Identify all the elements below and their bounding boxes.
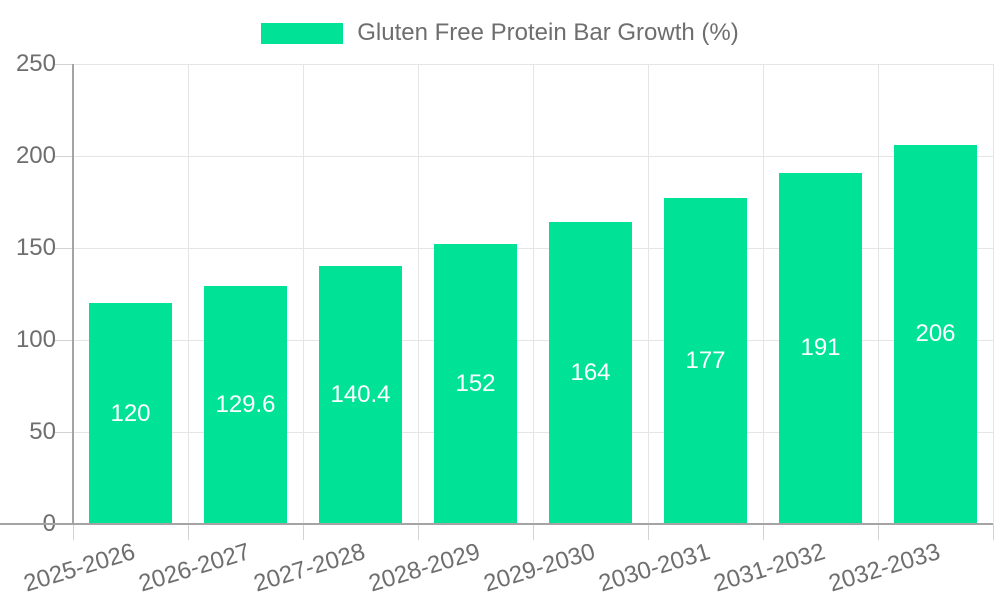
legend[interactable]: Gluten Free Protein Bar Growth (%) xyxy=(0,21,1000,45)
bar-value-label: 120 xyxy=(110,399,151,427)
bar-2028-2029[interactable] xyxy=(434,244,517,523)
bar-value-label: 140.4 xyxy=(330,380,391,408)
bar-2029-2030[interactable] xyxy=(549,222,632,523)
bar-2030-2031[interactable] xyxy=(664,198,747,523)
x-axis-line xyxy=(0,523,993,525)
y-axis-tick xyxy=(55,339,73,341)
x-axis-tick xyxy=(302,524,304,540)
gridline-vertical xyxy=(417,64,419,524)
bar-value-label: 177 xyxy=(685,347,726,375)
bar-2027-2028[interactable] xyxy=(319,265,402,523)
bar-2026-2027[interactable] xyxy=(204,285,287,523)
x-axis-tick xyxy=(187,524,189,540)
y-axis-tick-label: 250 xyxy=(15,50,56,77)
bar-2032-2033[interactable] xyxy=(894,144,977,523)
x-axis-tick xyxy=(647,524,649,540)
gridline-vertical xyxy=(762,64,764,524)
x-axis-tick xyxy=(877,524,879,540)
y-axis-tick xyxy=(55,63,73,65)
gridline-vertical xyxy=(992,64,994,524)
gridline-vertical xyxy=(532,64,534,524)
y-axis-line xyxy=(72,64,74,524)
y-axis-tick-label: 150 xyxy=(15,234,56,261)
gridline-vertical xyxy=(877,64,879,524)
x-axis-tick xyxy=(762,524,764,540)
y-axis-tick-label: 100 xyxy=(15,326,56,353)
bar-2031-2032[interactable] xyxy=(779,172,862,523)
y-axis-tick-label: 200 xyxy=(15,142,56,169)
bar-value-label: 206 xyxy=(915,320,956,348)
y-axis-tick xyxy=(55,431,73,433)
bar-value-label: 152 xyxy=(455,370,496,398)
x-axis-tick xyxy=(72,524,74,540)
gridline-vertical xyxy=(187,64,189,524)
bar-value-label: 191 xyxy=(800,334,841,362)
gridline-vertical xyxy=(647,64,649,524)
x-axis-tick xyxy=(992,524,994,540)
gridline-vertical xyxy=(302,64,304,524)
bar-value-label: 164 xyxy=(570,359,611,387)
x-axis-tick xyxy=(417,524,419,540)
x-axis-tick xyxy=(532,524,534,540)
legend-swatch xyxy=(261,22,344,44)
y-axis-tick xyxy=(55,155,73,157)
bar-value-label: 129.6 xyxy=(215,390,276,418)
y-axis-tick-label: 50 xyxy=(29,418,56,445)
bar-2025-2026[interactable] xyxy=(89,303,172,523)
legend-label: Gluten Free Protein Bar Growth (%) xyxy=(357,19,739,46)
y-axis-tick xyxy=(55,247,73,249)
